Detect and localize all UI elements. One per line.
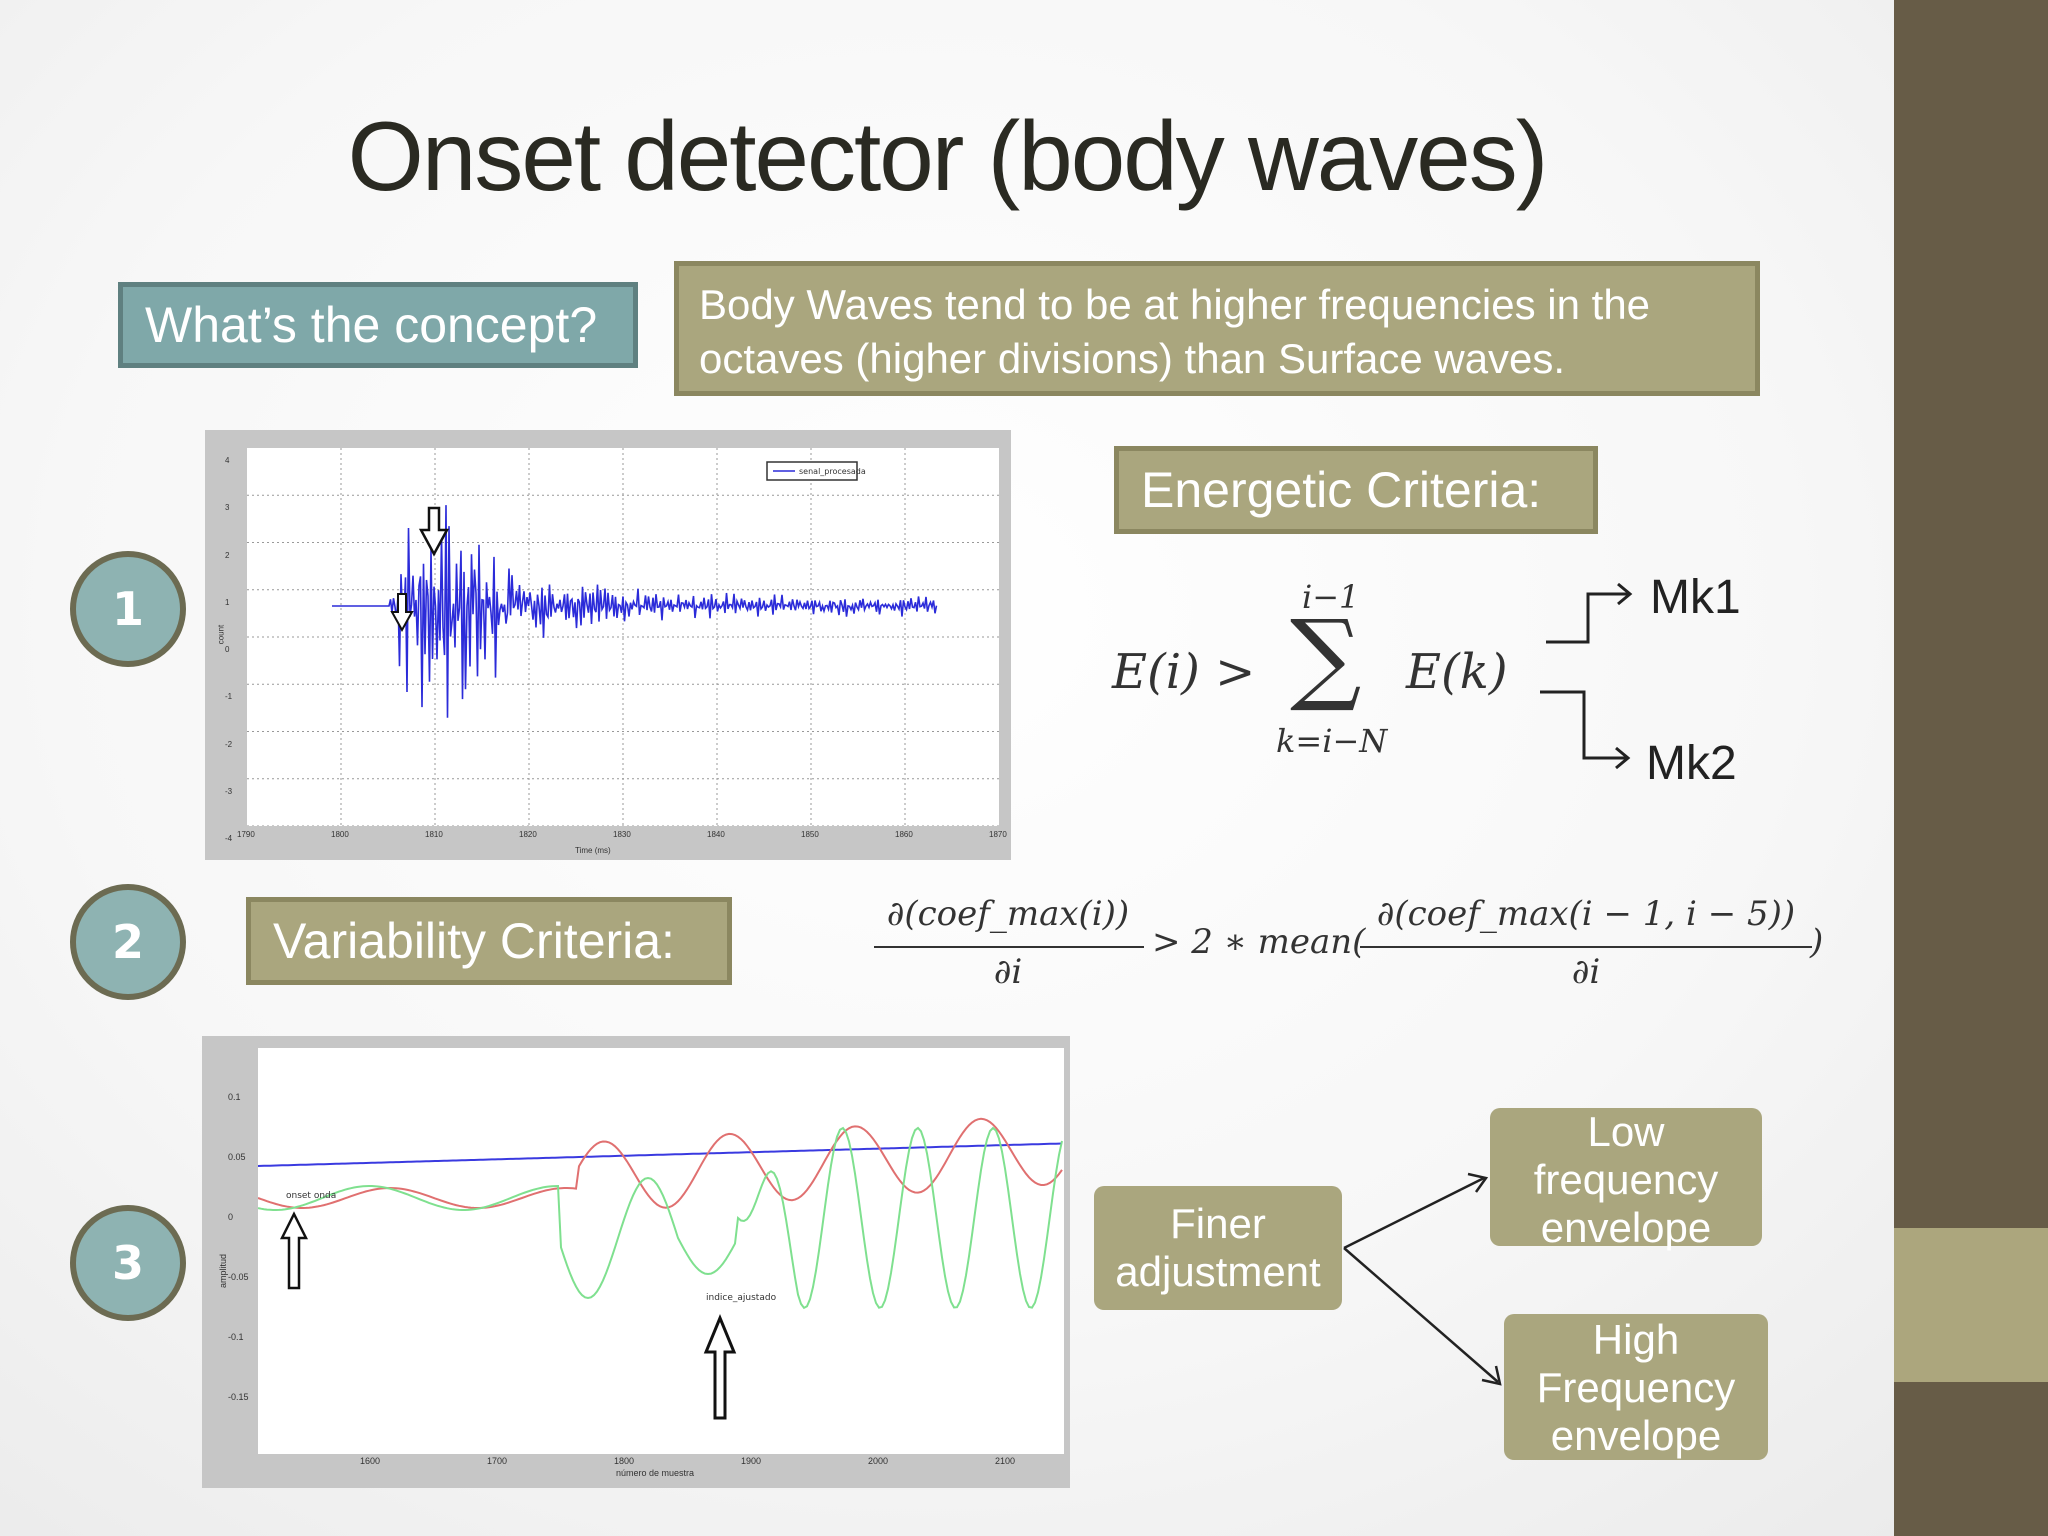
fraction-bar (874, 946, 1144, 948)
formula1-rhs: E(k) (1406, 644, 1508, 700)
sidebar-accent-block (1894, 1228, 2048, 1382)
y-tick-label: 2 (225, 550, 230, 560)
envelope-plot: onset onda indice_ajustado número de mue… (202, 1036, 1070, 1488)
concept-label: What’s the concept? (118, 282, 638, 368)
x-axis-label: número de muestra (616, 1468, 695, 1478)
low-frequency-envelope-box: Low frequency envelope (1490, 1108, 1762, 1251)
x-tick-label: 1820 (519, 830, 537, 839)
mk-branch-arrows (1540, 582, 1633, 770)
formula2-denominator-left: ∂i (993, 952, 1023, 992)
sigma-icon: ∑ (1290, 598, 1362, 715)
mk1-label: Mk1 (1650, 571, 1741, 624)
down-arrow-icon (390, 593, 414, 633)
legend-box (766, 461, 858, 481)
seismogram-plot-area: senal_procesada (247, 448, 999, 827)
y-tick-label: 0.05 (228, 1152, 246, 1162)
x-tick-label: 1800 (614, 1456, 635, 1466)
seismogram-svg: senal_procesada (247, 448, 999, 827)
y-tick-label: -4 (225, 834, 233, 843)
formula2-denominator-right: ∂i (1571, 952, 1601, 992)
formula2-close-paren: ) (1810, 922, 1824, 962)
concept-text: Body Waves tend to be at higher frequenc… (674, 261, 1760, 396)
formula2-numerator-right: ∂(coef_max(i − 1, i − 5)) (1376, 894, 1796, 934)
y-tick-label: 0 (228, 1212, 234, 1222)
y-tick-label: -3 (225, 786, 233, 796)
x-tick-label: 1810 (425, 830, 443, 839)
branch-arrows (1343, 1172, 1502, 1386)
step-3-badge: 3 (70, 1205, 186, 1321)
envelope-plot-area: onset onda indice_ajustado (257, 1048, 1064, 1454)
x-tick-label: 1700 (487, 1456, 508, 1466)
x-tick-label: 1830 (613, 830, 631, 839)
up-arrow-icon (703, 1314, 737, 1420)
step-1-badge: 1 (70, 551, 186, 667)
x-axis-label: Time (ms) (575, 846, 611, 855)
annotation-adjusted-index: indice_ajustado (706, 1293, 777, 1303)
y-axis-label: amplitud (218, 1253, 229, 1289)
up-arrow-icon (279, 1211, 309, 1290)
fraction-bar (1360, 946, 1812, 948)
y-tick-label: -1 (225, 692, 233, 702)
green-envelope-line (257, 1126, 1063, 1310)
x-tick-label: 1600 (360, 1456, 381, 1466)
formula1-lhs: E(i) > (1112, 644, 1256, 700)
x-tick-label: 2100 (995, 1456, 1016, 1466)
annotation-onset: onset onda (286, 1191, 336, 1201)
variability-criteria-label: Variability Criteria: (246, 897, 732, 985)
formula2-middle: > 2 ∗ mean( (1152, 922, 1366, 962)
formula2-numerator-left: ∂(coef_max(i)) (886, 894, 1130, 934)
y-tick-label: -0.15 (228, 1392, 249, 1402)
mk2-label: Mk2 (1646, 737, 1737, 790)
finer-adjustment-box: Finer adjustment (1094, 1186, 1342, 1310)
high-frequency-envelope-box: High Frequency envelope (1504, 1314, 1768, 1460)
x-tick-label: 1800 (331, 830, 349, 839)
x-tick-label: 1840 (707, 830, 725, 839)
seismogram-plot: senal_procesada Time (ms) count 4 3 2 1 0 -1 -… (205, 430, 1011, 860)
x-tick-label: 2000 (868, 1456, 889, 1466)
seismic-signal-line (332, 505, 938, 718)
y-tick-label: 0.1 (228, 1092, 241, 1102)
y-tick-label: 0 (225, 645, 230, 654)
x-tick-label: 1850 (801, 830, 819, 839)
y-tick-label: -2 (225, 739, 233, 749)
x-tick-label: 1870 (989, 830, 1007, 839)
y-tick-label: 3 (225, 503, 230, 513)
x-tick-label: 1860 (895, 830, 913, 839)
slide-title: Onset detector (body waves) (347, 101, 1549, 211)
energetic-criteria-label: Energetic Criteria: (1114, 446, 1598, 534)
y-axis-label: count (216, 624, 226, 645)
step-2-badge: 2 (70, 884, 186, 1000)
legend-label: senal_procesada (799, 467, 866, 476)
red-envelope-line (257, 1117, 1063, 1209)
formula1-lower-limit: k=i−N (1276, 722, 1388, 760)
formula1-upper-limit: i−1 (1302, 578, 1360, 616)
x-tick-label: 1790 (237, 830, 255, 839)
blue-trend-line (257, 1142, 1063, 1167)
y-tick-label: -0.1 (228, 1332, 244, 1342)
y-tick-label: -0.05 (228, 1272, 249, 1282)
x-tick-label: 1900 (741, 1456, 762, 1466)
envelope-svg: onset onda indice_ajustado (257, 1117, 1063, 1420)
down-arrow-icon (418, 506, 450, 557)
y-tick-label: 4 (225, 456, 230, 465)
y-tick-label: 1 (225, 597, 230, 607)
